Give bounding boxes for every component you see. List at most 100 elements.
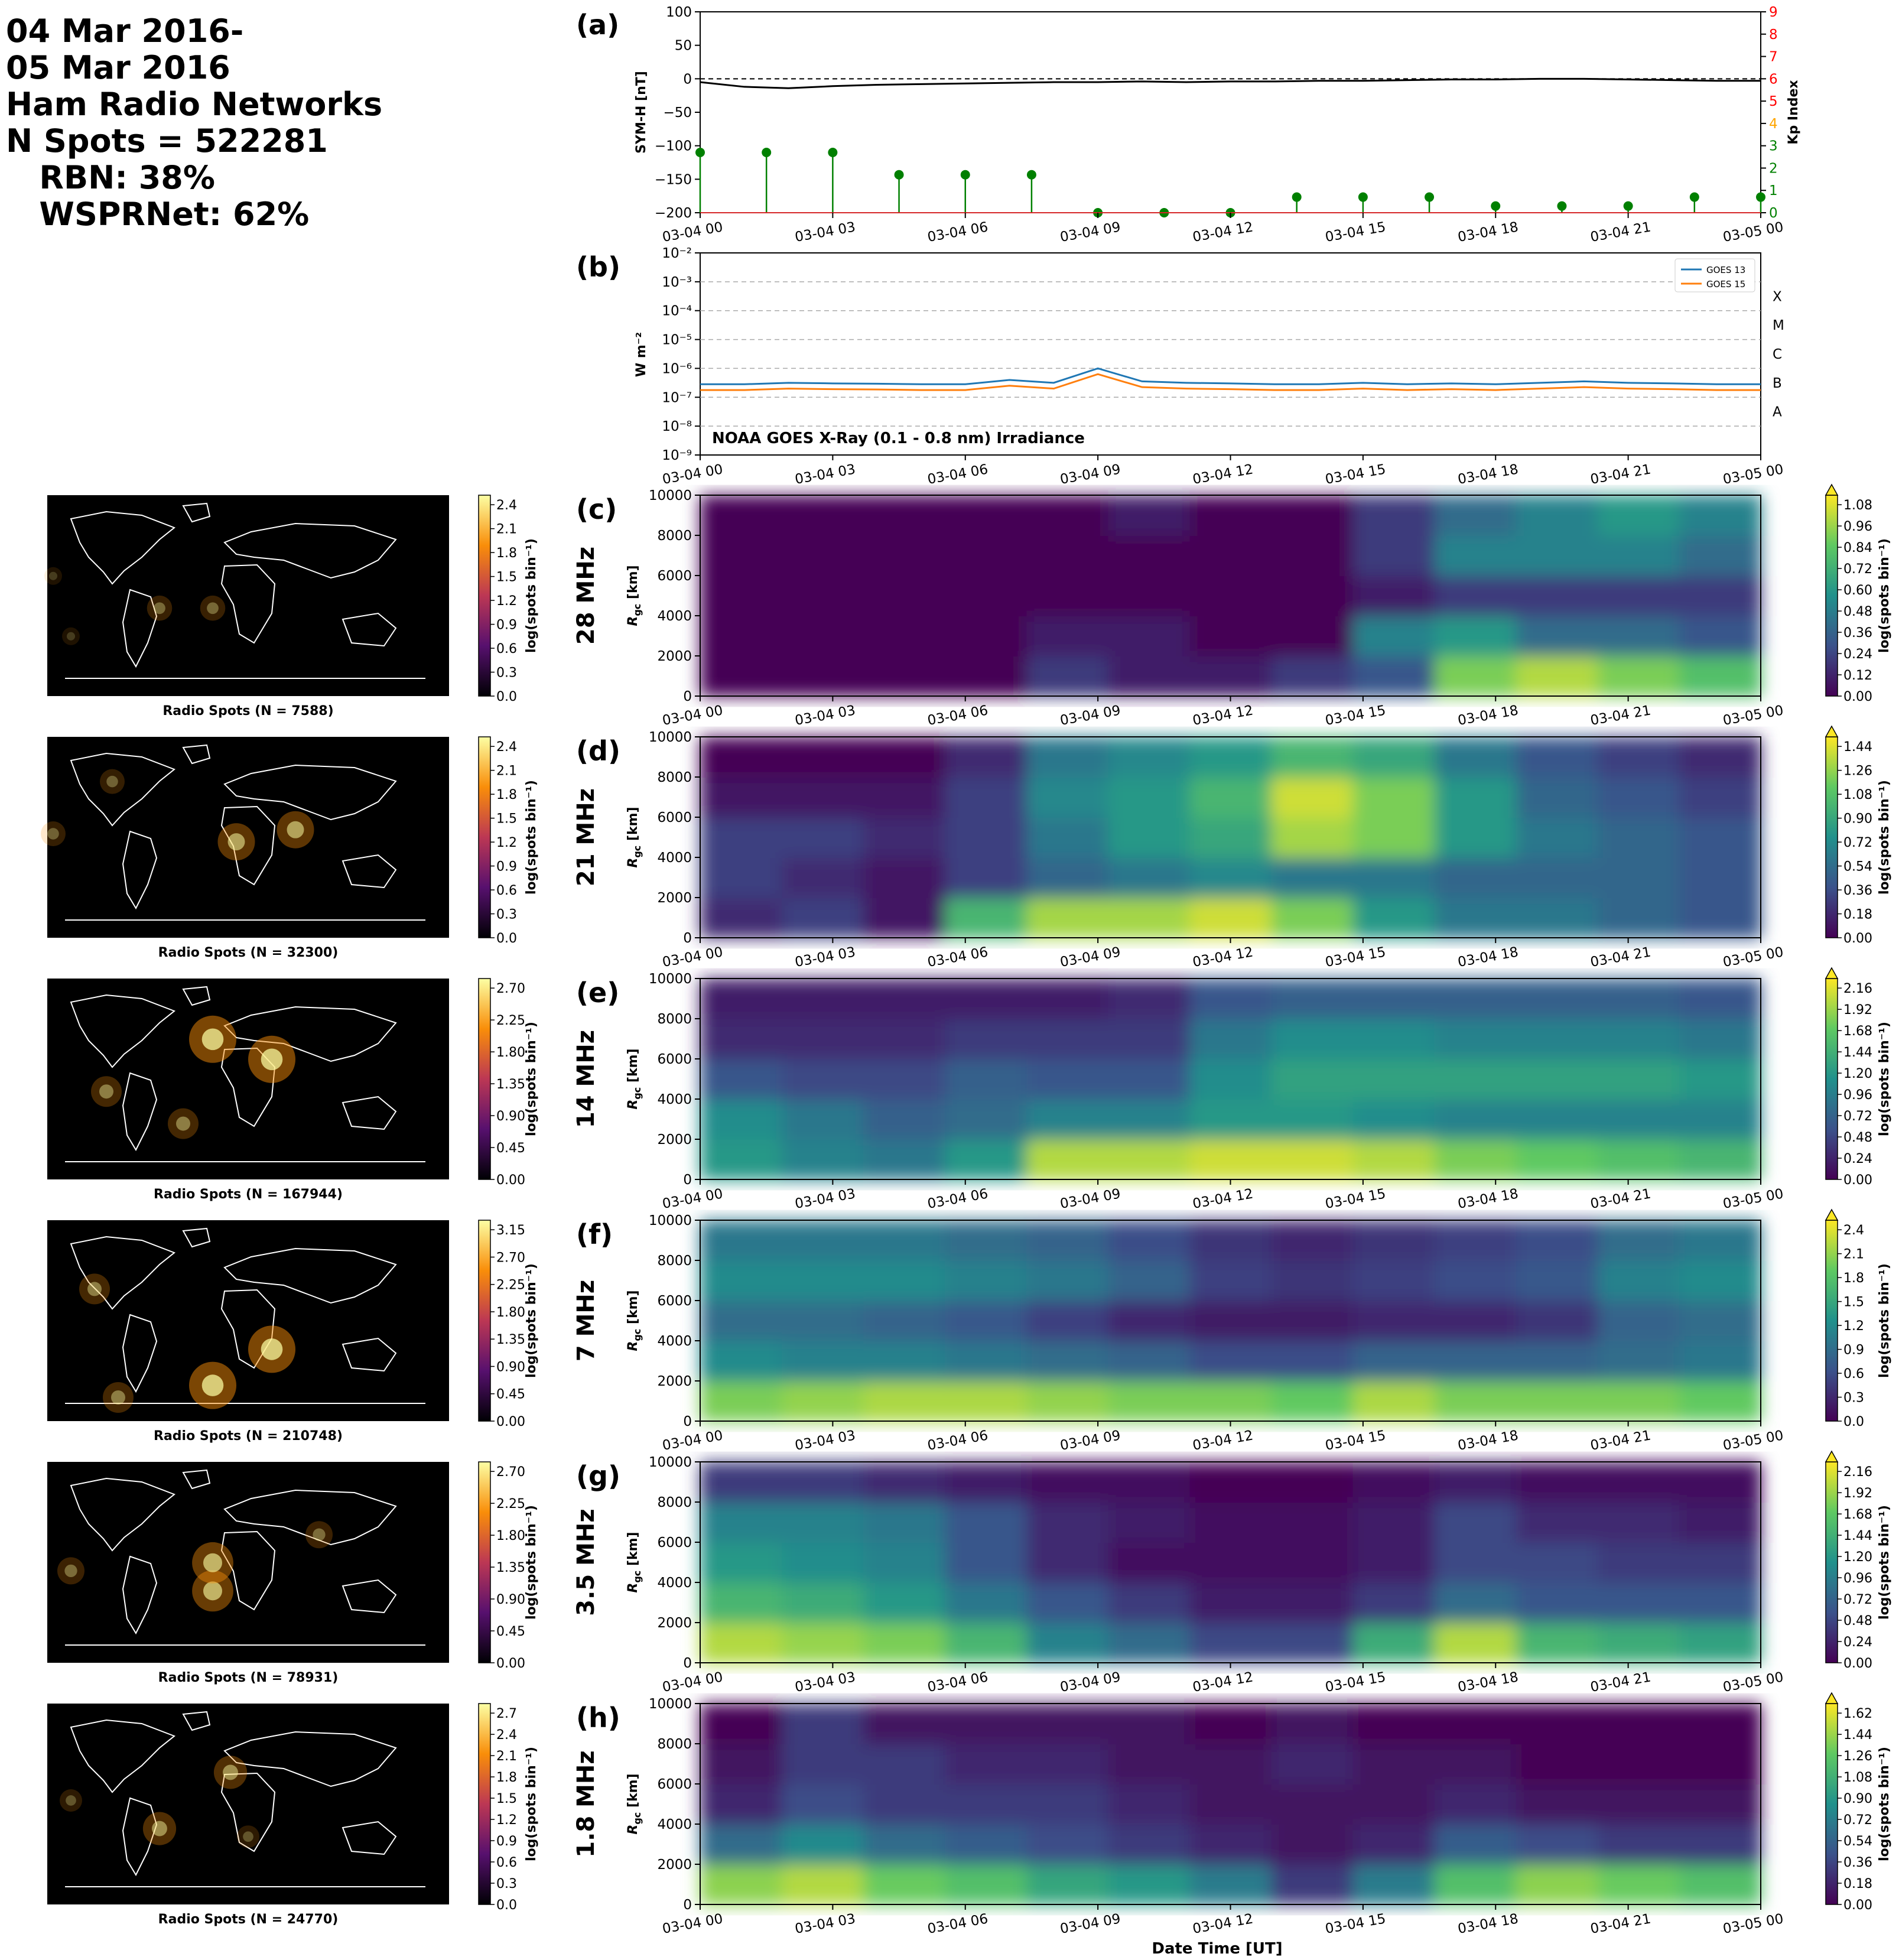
map-colorbar-tick-label: 0.6 <box>496 642 517 656</box>
heatmap-cell <box>1189 1462 1272 1503</box>
heatmap-cell <box>1271 777 1354 818</box>
map-title: Radio Spots (N = 78931) <box>158 1670 339 1685</box>
colorbar-tick-label: 0.84 <box>1843 541 1872 555</box>
heatmap-cell <box>1597 1824 1680 1865</box>
colorbar-tick-label: 1.8 <box>1843 1271 1864 1286</box>
heatmap-cell <box>863 1139 946 1180</box>
heatmap-cell <box>1679 1301 1761 1341</box>
world-map <box>47 979 449 1179</box>
heatmap-cell <box>1108 1502 1191 1543</box>
coastline <box>223 764 397 821</box>
colorbar <box>1825 978 1838 1180</box>
heatmap-cell <box>1679 1824 1761 1865</box>
heatmap-cell <box>863 1301 946 1341</box>
map-colorbar-label: log(spots bin⁻¹) <box>524 538 539 653</box>
heatmap-cell <box>945 616 1027 656</box>
coastline <box>342 1337 397 1372</box>
heatmap-cell <box>1597 616 1680 656</box>
colorbar-tick-label: 0.0 <box>1843 1415 1864 1429</box>
heatmap-cell <box>700 1704 783 1744</box>
x-tick-label: 03-04 12 <box>1192 1428 1254 1454</box>
heatmap-cell <box>1679 1139 1761 1180</box>
x-tick-label: 03-04 21 <box>1589 1669 1652 1695</box>
world-map <box>41 737 449 938</box>
heatmap-cell <box>1597 1623 1680 1663</box>
map-colorbar-tick-label: 2.1 <box>496 522 517 537</box>
heatmap-cell <box>1679 777 1761 818</box>
heatmap-cell <box>782 777 864 818</box>
heatmap-cell <box>1352 1260 1435 1301</box>
heatmap-cell <box>1189 1099 1272 1140</box>
x-tick-label: 03-04 18 <box>1456 1428 1519 1454</box>
x-tick-label: 03-04 21 <box>1589 1186 1652 1212</box>
y-tick-label: 2000 <box>657 1616 692 1631</box>
x-tick-label: 03-04 03 <box>794 1669 856 1695</box>
x-tick-label: 03-04 03 <box>794 461 856 487</box>
x-tick-label: 03-04 06 <box>926 944 989 970</box>
heatmap-cell <box>863 1864 946 1905</box>
heatmap-cell <box>945 535 1027 576</box>
coastline <box>220 1289 276 1369</box>
map-colorbar-tick-label: 1.80 <box>496 1529 525 1543</box>
map-colorbar-tick-label: 2.1 <box>496 1749 517 1764</box>
colorbar-tick-label: 0.3 <box>1843 1391 1864 1406</box>
coastline <box>342 1821 397 1855</box>
x-tick-label: 03-04 06 <box>926 219 989 245</box>
heatmap-cell <box>1679 535 1761 576</box>
heatmap-cell <box>1189 1381 1272 1422</box>
heatmap-cell <box>1026 1260 1109 1301</box>
heatmap-cell <box>1271 1139 1354 1180</box>
map-colorbar-tick-label: 1.2 <box>496 594 517 609</box>
y-tick-label: 2000 <box>657 890 692 906</box>
heatmap-cell <box>945 1864 1027 1905</box>
colorbar-tick-label: 0.36 <box>1843 1855 1872 1870</box>
heatmap-cell <box>1434 1462 1517 1503</box>
heatmap-cell <box>1352 1462 1435 1503</box>
heatmap-cell <box>863 1744 946 1785</box>
y-tick-label: 0 <box>683 1897 692 1913</box>
heatmap-cell <box>863 656 946 697</box>
y-tick-label: 10⁻⁸ <box>662 419 692 434</box>
spot-density <box>168 1108 199 1139</box>
map-title: Radio Spots (N = 7588) <box>162 704 333 719</box>
y-tick-label: −50 <box>663 105 692 121</box>
heatmap-cell <box>1108 777 1191 818</box>
y-tick-label: 2000 <box>657 1132 692 1148</box>
coastline <box>122 1072 158 1152</box>
colorbar-tick-label: 0.00 <box>1843 690 1872 704</box>
heatmap-cell <box>1189 1582 1272 1623</box>
heatmap-cell <box>1352 1220 1435 1261</box>
coastline <box>182 744 211 765</box>
heatmap-cell <box>863 616 946 656</box>
heatmap-cell <box>1597 737 1680 778</box>
map-colorbar-tick-label: 2.1 <box>496 764 517 779</box>
heatmap-cell <box>1271 1462 1354 1503</box>
heatmap-cell <box>945 1784 1027 1825</box>
y-tick-label: 2000 <box>657 1374 692 1389</box>
map-colorbar-tick-label: 1.2 <box>496 1813 517 1828</box>
header-line: 04 Mar 2016- <box>6 12 244 50</box>
band-panel: (h) 1.8 MHz Rgc [km] 10000 8000 6000 4000 2000 0… <box>47 1692 1892 1937</box>
heatmap-cell <box>1434 656 1517 697</box>
heatmap-cell <box>863 979 946 1019</box>
heatmap-cells <box>700 1220 1761 1422</box>
heatmap-cell <box>1026 817 1109 858</box>
world-map <box>47 1220 449 1421</box>
heatmap-cell <box>945 1099 1027 1140</box>
heatmap-cell <box>1434 1744 1517 1785</box>
heatmap-cell <box>1271 817 1354 858</box>
map-colorbar <box>478 978 491 1180</box>
y-tick-label: 0 <box>683 1172 692 1188</box>
heatmap-cell <box>1434 1301 1517 1341</box>
kp-marker <box>1358 192 1368 202</box>
map-colorbar-tick-label: 0.9 <box>496 618 517 633</box>
map-background <box>47 495 449 696</box>
plot-frame <box>700 252 1761 456</box>
world-map <box>47 1462 449 1663</box>
colorbar-label: log(spots bin⁻¹) <box>1877 538 1892 653</box>
heatmap-cell <box>1597 777 1680 818</box>
x-tick-label: 03-04 03 <box>794 1186 856 1212</box>
heatmap-cell <box>1108 535 1191 576</box>
heatmap-cells <box>700 495 1761 697</box>
heatmap-cell <box>945 1341 1027 1382</box>
